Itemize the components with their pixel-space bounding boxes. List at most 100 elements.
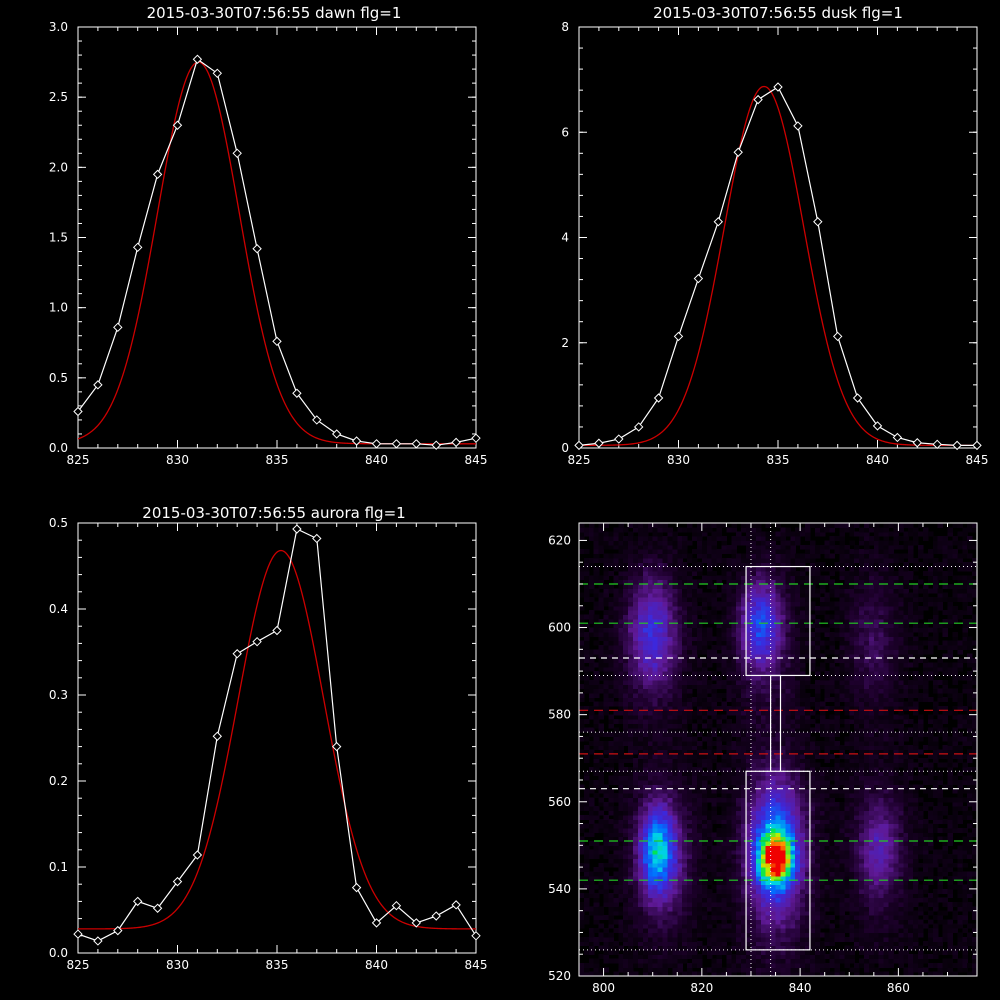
heatmap-cell xyxy=(657,919,664,925)
heatmap-cell xyxy=(800,623,806,629)
heatmap-cell xyxy=(696,862,703,868)
heatmap-cell xyxy=(677,732,683,738)
heatmap-cell xyxy=(647,723,654,729)
heatmap-cell xyxy=(598,618,605,624)
heatmap-cell xyxy=(760,788,767,794)
heatmap-cell xyxy=(598,823,605,829)
heatmap-cell xyxy=(652,549,659,555)
heatmap-cell xyxy=(682,540,688,546)
heatmap-cell xyxy=(618,797,624,803)
heatmap-cell xyxy=(795,605,801,611)
heatmap-cell xyxy=(770,810,777,816)
heatmap-cell xyxy=(701,797,708,803)
heatmap-cell xyxy=(608,819,614,825)
heatmap-cell xyxy=(633,949,639,955)
heatmap-cell xyxy=(765,771,772,777)
heatmap-cell xyxy=(652,810,659,816)
heatmap-cell xyxy=(672,658,678,663)
heatmap-cell xyxy=(785,727,791,733)
heatmap-cell xyxy=(588,732,595,738)
heatmap-cell xyxy=(780,906,786,912)
heatmap-cell xyxy=(800,644,806,650)
heatmap-cell xyxy=(780,871,786,877)
heatmap-cell xyxy=(687,845,693,851)
heatmap-cell xyxy=(692,971,698,977)
heatmap-cell xyxy=(647,819,654,825)
heatmap-cell xyxy=(687,945,693,951)
heatmap-cell xyxy=(593,592,600,598)
heatmap-cell xyxy=(785,875,791,881)
heatmap-cell xyxy=(765,653,772,659)
heatmap-cell xyxy=(608,536,614,542)
heatmap-cell xyxy=(721,758,727,764)
heatmap-cell xyxy=(633,836,639,842)
heatmap-cell xyxy=(642,962,649,968)
heatmap-cell xyxy=(770,614,777,620)
heatmap-cell xyxy=(721,732,727,738)
heatmap-cell xyxy=(790,823,796,829)
heatmap-cell xyxy=(652,601,659,607)
heatmap-cell xyxy=(785,793,791,799)
heatmap-cell xyxy=(755,662,762,668)
heatmap-cell xyxy=(613,592,619,598)
heatmap-cell xyxy=(642,736,649,742)
heatmap-cell xyxy=(677,684,683,690)
heatmap-cell xyxy=(593,845,600,851)
heatmap-cell xyxy=(760,658,767,663)
heatmap-cell xyxy=(785,810,791,816)
heatmap-cell xyxy=(765,531,772,537)
heatmap-cell xyxy=(637,636,644,642)
heatmap-cell xyxy=(736,579,742,585)
heatmap-cell xyxy=(770,544,777,550)
heatmap-cell xyxy=(637,753,644,759)
heatmap-cell xyxy=(746,858,752,864)
heatmap-cell xyxy=(780,958,786,964)
heatmap-cell xyxy=(731,544,737,550)
heatmap-cell xyxy=(618,849,624,855)
heatmap-cell xyxy=(701,523,708,528)
heatmap-cell xyxy=(780,806,786,812)
heatmap-cell xyxy=(760,758,767,764)
heatmap-cell xyxy=(657,701,664,707)
heatmap-cell xyxy=(701,832,708,838)
heatmap-cell xyxy=(687,875,693,881)
heatmap-cell xyxy=(746,819,752,825)
heatmap-cell xyxy=(736,897,742,903)
heatmap-cell xyxy=(701,793,708,799)
heatmap-cell xyxy=(696,858,703,864)
heatmap-cell xyxy=(662,723,669,729)
heatmap-cell xyxy=(623,779,629,785)
heatmap-cell xyxy=(800,688,806,694)
heatmap-cell xyxy=(750,849,757,855)
heatmap-cell xyxy=(716,679,723,685)
heatmap-cell xyxy=(760,945,767,951)
heatmap-cell xyxy=(682,797,688,803)
heatmap-cell xyxy=(687,679,693,685)
heatmap-cell xyxy=(672,958,678,964)
heatmap-cell xyxy=(696,762,703,768)
heatmap-cell xyxy=(687,597,693,603)
aurora-data-point xyxy=(351,882,362,893)
heatmap-cell xyxy=(682,623,688,629)
heatmap-cell xyxy=(790,592,796,598)
heatmap-cell xyxy=(775,536,782,542)
heatmap-cell xyxy=(770,549,777,555)
heatmap-cell xyxy=(593,732,600,738)
heatmap-cell xyxy=(726,597,732,603)
heatmap-cell xyxy=(800,723,806,729)
heatmap-cell xyxy=(583,971,590,977)
heatmap-cell xyxy=(647,736,654,742)
dusk-data-point xyxy=(892,432,903,443)
heatmap-cell xyxy=(642,631,649,637)
heatmap-cell xyxy=(623,583,629,589)
heatmap-cell xyxy=(746,941,752,947)
heatmap-cell xyxy=(657,653,664,659)
heatmap-cell xyxy=(583,636,590,642)
heatmap-cell xyxy=(583,705,590,711)
heatmap-cell xyxy=(633,762,639,768)
heatmap-cell xyxy=(677,588,683,594)
heatmap-cell xyxy=(780,749,786,755)
heatmap-cell xyxy=(741,758,747,764)
heatmap-cell xyxy=(795,653,801,659)
heatmap-cell xyxy=(637,723,644,729)
